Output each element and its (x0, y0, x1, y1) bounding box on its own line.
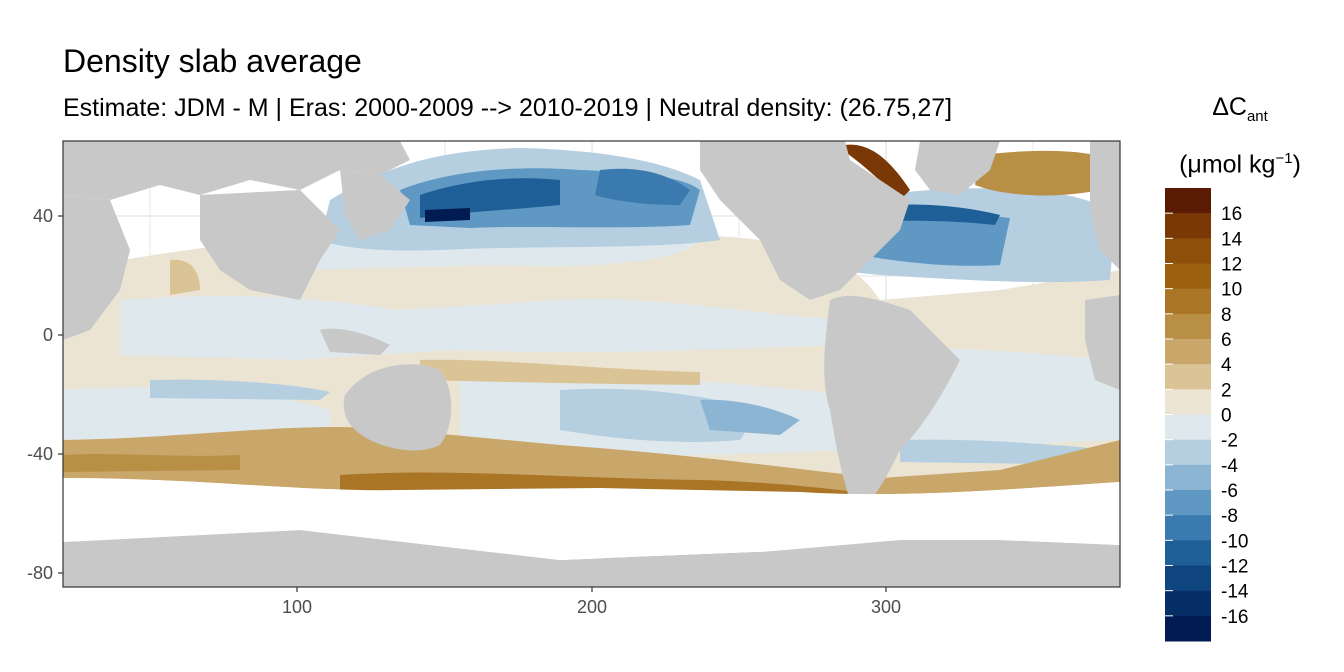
colorbar-swatch (1165, 188, 1211, 214)
y-axis: 40 0 -40 -80 (27, 206, 63, 583)
no-data-band (63, 478, 1120, 560)
y-tick-label: -80 (27, 563, 53, 583)
colorbar-label: -16 (1221, 607, 1248, 628)
colorbar-swatch (1165, 288, 1211, 315)
colorbar-swatch (1165, 515, 1211, 541)
land-indonesia (320, 328, 390, 355)
colorbar-label: 8 (1221, 305, 1232, 326)
land-asia (200, 190, 340, 300)
land-australia (343, 364, 452, 451)
colorbar-swatch (1165, 213, 1211, 239)
chart-title: Density slab average (63, 43, 362, 79)
legend-unit-post: ) (1292, 150, 1301, 179)
colorbar-label: -6 (1221, 481, 1238, 502)
x-tick-label: 100 (282, 597, 312, 617)
land-eurasia (63, 141, 410, 200)
colorbar-label: 12 (1221, 255, 1242, 276)
colorbar-swatch (1165, 389, 1211, 415)
colorbar-label: -8 (1221, 506, 1238, 527)
colorbar-swatch (1165, 339, 1211, 365)
colorbar-label: 6 (1221, 330, 1232, 351)
legend-title-main: ΔC (1212, 93, 1247, 121)
y-tick-label: -40 (27, 444, 53, 464)
y-tick-label: 40 (33, 206, 53, 226)
y-tick-label: 0 (43, 325, 53, 345)
colorbar-label: 4 (1221, 355, 1232, 376)
colorbar-label: 0 (1221, 406, 1232, 427)
land-africa (63, 195, 130, 340)
x-tick-label: 300 (871, 597, 901, 617)
land-south-america (824, 295, 960, 500)
colorbar-swatch (1165, 238, 1211, 264)
chart-subtitle: Estimate: JDM - M | Eras: 2000-2009 --> … (63, 94, 953, 122)
colorbar-swatch (1165, 263, 1211, 290)
legend-unit-sup: −1 (1275, 150, 1293, 167)
colorbar-label: -10 (1221, 531, 1248, 552)
legend-title: ΔCant (μmol kg−1) (1160, 86, 1320, 185)
colorbar-label: 2 (1221, 380, 1232, 401)
colorbar-swatch (1165, 615, 1211, 642)
colorbar-swatch (1165, 439, 1211, 466)
colorbar-swatch (1165, 540, 1211, 566)
land-greenland (915, 141, 1000, 195)
colorbar-swatch (1165, 565, 1211, 592)
x-axis: 100 200 300 (282, 587, 901, 617)
land-africa-east (1085, 295, 1120, 390)
legend-unit-pre: (μmol kg (1179, 150, 1276, 179)
map-layers (63, 141, 1120, 587)
colorbar-label: -14 (1221, 582, 1249, 603)
land-north-america (700, 141, 910, 300)
colorbar-label: -4 (1221, 456, 1238, 477)
colorbar-swatch (1165, 490, 1211, 516)
colorbar-swatch (1165, 590, 1211, 617)
colorbar-label: 16 (1221, 204, 1242, 225)
land-antarctica (63, 530, 1120, 587)
colorbar (1165, 188, 1211, 642)
land-east-asia (340, 170, 410, 240)
colorbar-swatch (1165, 414, 1211, 441)
colorbar-swatch (1165, 364, 1211, 390)
colorbar-swatch (1165, 313, 1211, 340)
legend-title-sub: ant (1246, 108, 1268, 125)
colorbar-label: 10 (1221, 280, 1242, 301)
colorbar-label: -12 (1221, 557, 1248, 578)
colorbar-labels: 16 14 12 10 8 6 4 2 0 -2 -4 -6 -8 -10 -12 -14 -16 (1221, 204, 1249, 628)
colorbar-swatch (1165, 464, 1211, 491)
colorbar-label: 14 (1221, 229, 1243, 250)
colorbar-label: -2 (1221, 431, 1238, 452)
x-tick-label: 200 (577, 597, 607, 617)
land-europe (1090, 141, 1120, 270)
